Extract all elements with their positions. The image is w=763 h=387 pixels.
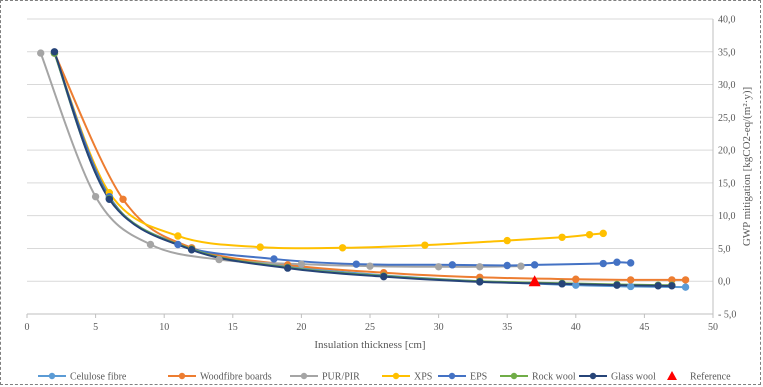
legend: Celulose fibre Woodfibre boards PUR/PIR XPS… [38,371,731,383]
legend-marker-xps [392,372,400,380]
data-point-xps [338,244,347,252]
x-tick-label: 0 [25,322,30,333]
series-markers [37,48,690,291]
data-point-pur-pir [297,260,306,268]
data-point-eps [626,259,635,267]
legend-label-pur-pir: PUR/PIR [322,372,360,383]
data-point-xps [599,229,607,238]
data-point-glass-wool [50,48,59,56]
data-point-woodfibre-boards [119,195,127,203]
data-point-woodfibre-boards [572,275,580,283]
legend-marker-woodfibre-boards [178,372,186,380]
y-tick-label: 10,0 [718,211,736,222]
data-point-eps [174,240,182,249]
data-point-glass-wool [105,195,114,203]
legend-label-xps: XPS [414,372,432,383]
data-point-pur-pir [366,262,374,270]
data-point-pur-pir [517,262,525,270]
x-tick-label: 35 [502,322,512,333]
data-point-xps [503,236,511,245]
data-point-glass-wool [654,282,662,290]
y-tick-label: 20,0 [718,146,736,157]
x-tick-label: 40 [571,322,581,333]
data-point-eps [503,261,511,270]
series-line-glass-wool [53,51,672,287]
x-tick-label: 25 [365,322,375,333]
data-point-glass-wool [558,280,566,288]
legend-label-rock-wool: Rock wool [532,372,576,383]
data-point-woodfibre-boards [626,276,635,284]
data-point-pur-pir [37,49,45,57]
data-point-eps [530,261,539,269]
data-point-glass-wool [283,264,292,272]
data-point-xps [558,233,566,242]
y-tick-label: 5,0 [718,244,731,255]
data-point-xps [421,241,429,249]
x-tick-label: 10 [159,322,169,333]
axes [26,19,714,318]
series-lines [39,51,686,289]
data-point-xps [585,230,594,239]
data-point-glass-wool [476,278,484,286]
data-point-celulose-fibre [681,283,690,291]
y-tick-label: 25,0 [718,113,736,124]
series-line-pur-pir [39,52,521,268]
legend-marker-pur-pir [300,372,308,380]
x-tick-label: 50 [708,322,718,333]
data-point-eps [270,255,278,263]
y-tick-label: 35,0 [718,47,736,58]
data-point-xps [256,243,264,251]
legend-marker-celulose-fibre [48,372,56,380]
data-point-celulose-fibre [626,282,635,291]
x-tick-label: 5 [93,322,98,333]
data-point-reference [528,275,541,287]
data-point-woodfibre-boards [681,276,690,284]
legend-marker-reference [667,371,677,380]
series-line-celulose-fibre [53,52,686,289]
y-axis-title: GWP mitigation [kgCO2-eq/(m²·y)] [741,87,753,246]
data-point-pur-pir [215,255,223,264]
series-line-woodfibre-boards [53,52,686,281]
data-point-glass-wool [613,281,621,289]
data-point-pur-pir [476,263,484,271]
x-tick-label: 15 [228,322,238,333]
legend-marker-rock-wool [510,372,518,380]
y-tick-label: 0,0 [718,277,731,288]
data-point-eps [599,259,607,268]
legend-marker-glass-wool [589,372,597,380]
x-tick-label: 20 [296,322,306,333]
data-point-xps [174,232,182,240]
y-tick-label: - 5,0 [718,310,736,321]
legend-label-reference: Reference [690,372,731,383]
legend-marker-eps [448,372,456,380]
x-tick-label: 30 [434,322,444,333]
data-point-glass-wool [380,272,388,281]
legend-label-eps: EPS [470,372,487,383]
y-tick-label: 30,0 [718,80,736,91]
y-tick-label: 15,0 [718,178,736,189]
data-point-pur-pir [91,192,100,201]
legend-label-glass-wool: Glass wool [611,372,656,383]
data-point-glass-wool [187,246,196,254]
series-line-xps [53,52,604,250]
data-point-eps [613,258,621,266]
series-line-rock-wool [53,52,672,287]
legend-label-woodfibre-boards: Woodfibre boards [200,372,272,383]
data-point-glass-wool [668,282,676,290]
data-point-eps [352,260,360,268]
tick-labels: - 5,0 0,0 5,0 10,0 15,0 20,0 25,0 30,0 35,0 40,0 0… [25,15,737,334]
data-point-pur-pir [146,240,155,249]
x-tick-label: 45 [639,322,649,333]
data-point-pur-pir [434,263,443,271]
data-point-eps [448,261,457,269]
y-tick-label: 40,0 [718,15,736,26]
x-axis-title: Insulation thickness [cm] [314,339,425,351]
legend-label-celulose-fibre: Celulose fibre [70,372,127,383]
